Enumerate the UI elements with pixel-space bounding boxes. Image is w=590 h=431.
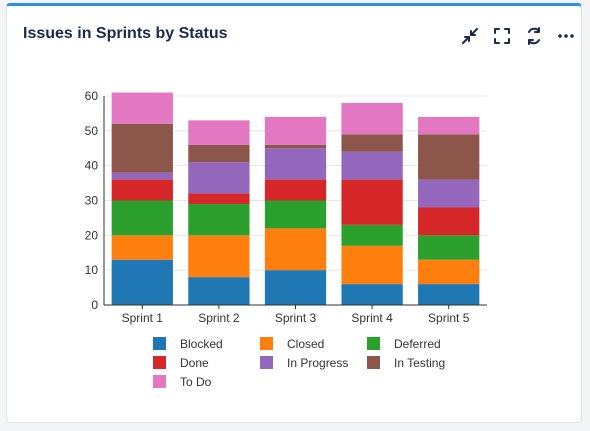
y-tick-label: 10 (85, 263, 99, 277)
y-tick-label: 0 (91, 298, 98, 312)
collapse-arrows-icon[interactable] (459, 25, 481, 47)
bar-segment (264, 116, 327, 145)
bar-segment (341, 179, 403, 225)
legend-swatch (153, 337, 166, 350)
legend-label: In Testing (394, 356, 445, 370)
x-tick-label: Sprint 3 (275, 311, 317, 325)
more-dots-icon[interactable] (555, 25, 577, 47)
legend-label: Done (180, 356, 209, 370)
legend-swatch (367, 337, 380, 350)
bar-segment (418, 284, 480, 305)
bar-segment (341, 102, 403, 135)
bar-segment (111, 200, 173, 236)
x-tick-label: Sprint 2 (198, 311, 240, 325)
chart-area: 0 10 20 30 40 50 60 Sprint 1 Sprint 2 Sprint 3 Spr… (7, 6, 583, 426)
bar-segment (341, 151, 403, 180)
bar-segment (264, 228, 327, 271)
x-tick-label: Sprint 1 (122, 311, 164, 325)
stacked-bar-chart: 0 10 20 30 40 50 60 Sprint 1 Sprint 2 Sprint 3 Spr… (85, 89, 487, 389)
bar-segment (111, 259, 173, 305)
bar-segment (264, 200, 327, 229)
chart-widget-card: Issues in Sprints by Status (6, 3, 582, 423)
widget-header: Issues in Sprints by Status (7, 6, 581, 58)
bar-segment (264, 179, 327, 201)
bar-segment (111, 172, 173, 180)
x-tick-label: Sprint 5 (428, 311, 470, 325)
bar-segment (418, 259, 480, 285)
bar-segment (264, 144, 327, 149)
legend-swatch (153, 375, 166, 388)
bar-segment (188, 162, 250, 194)
legend-swatch (260, 337, 273, 350)
bar-segment (264, 270, 327, 305)
legend-swatch (367, 356, 380, 369)
bar-segment (418, 207, 480, 236)
legend-label: To Do (180, 375, 212, 389)
bar-segment (111, 179, 173, 201)
legend-swatch (260, 356, 273, 369)
y-tick-label: 60 (85, 89, 99, 103)
bar-segment (111, 235, 173, 260)
bar-segment (418, 134, 480, 180)
bar-segment (341, 245, 403, 285)
bar-segment (418, 179, 480, 208)
legend-swatch (153, 356, 166, 369)
bar-segment (188, 203, 250, 236)
bar-segment (188, 144, 250, 163)
widget-title: Issues in Sprints by Status (23, 25, 228, 42)
bar-segment (188, 235, 250, 278)
legend-label: Deferred (394, 337, 441, 351)
fullscreen-icon[interactable] (491, 25, 513, 47)
legend-label: In Progress (287, 356, 348, 370)
y-tick-label: 20 (85, 228, 99, 242)
bar-segment (111, 123, 173, 173)
x-tick-label: Sprint 4 (351, 311, 393, 325)
y-tick-label: 30 (85, 194, 99, 208)
refresh-icon[interactable] (523, 25, 545, 47)
bar-segment (264, 148, 327, 180)
bar-segment (188, 277, 250, 305)
legend-label: Closed (287, 337, 324, 351)
bar-segment (418, 116, 480, 135)
y-tick-label: 40 (85, 159, 99, 173)
bar-segment (341, 224, 403, 246)
bar-segment (418, 235, 480, 260)
bar-segment (111, 92, 173, 124)
bar-segment (188, 193, 250, 204)
legend-label: Blocked (180, 337, 223, 351)
bar-segment (341, 134, 403, 152)
bar-segment (188, 120, 250, 145)
y-tick-label: 50 (85, 124, 99, 138)
bar-segment (341, 284, 403, 305)
